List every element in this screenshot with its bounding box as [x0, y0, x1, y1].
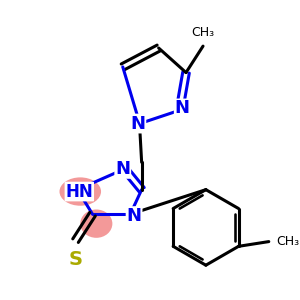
Text: N: N — [127, 207, 142, 225]
Ellipse shape — [59, 177, 101, 206]
Text: N: N — [175, 100, 190, 118]
Text: CH₃: CH₃ — [276, 235, 299, 248]
Text: N: N — [115, 160, 130, 178]
Text: CH₃: CH₃ — [191, 26, 214, 39]
Text: N: N — [130, 115, 146, 133]
Text: S: S — [68, 250, 83, 269]
Ellipse shape — [80, 209, 112, 238]
Text: HN: HN — [65, 182, 93, 200]
